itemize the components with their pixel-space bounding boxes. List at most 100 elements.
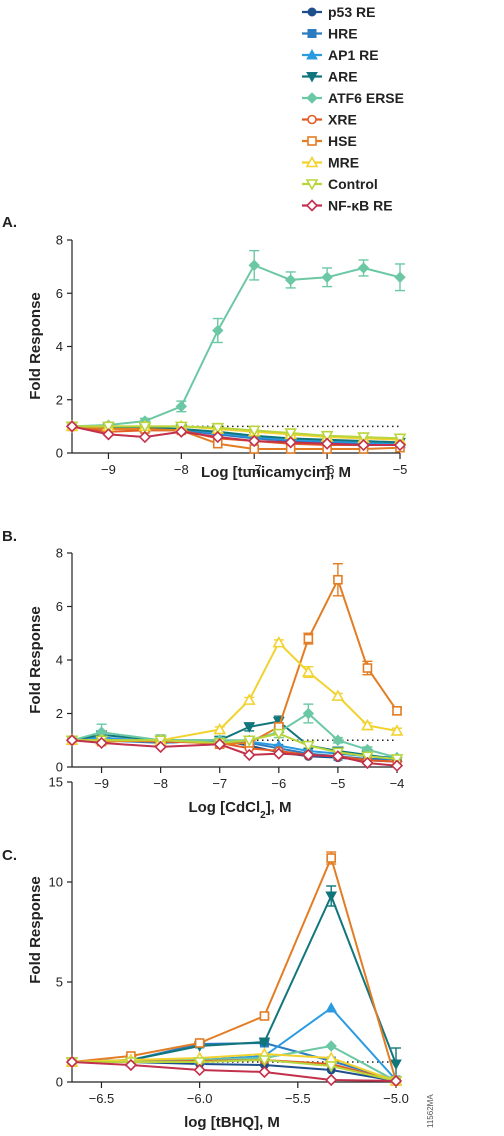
legend-marker-xre: [307, 114, 317, 125]
panel-b-point-control: [302, 740, 315, 753]
panel-b-series-line-nf-b-re: [71, 739, 398, 767]
panel-c-point-control: [193, 1057, 206, 1069]
panel-a-y-tick-label: 2: [56, 392, 63, 407]
panel-a-point-atf6-erse: [357, 262, 370, 274]
panel-c-point-atf6-erse: [325, 1040, 337, 1052]
panel-a-x-tick-label: −9: [101, 462, 116, 477]
panel-a-point-control: [320, 430, 334, 443]
legend-marker-ap1-re: [306, 48, 318, 60]
legend-label-hse: HSE: [328, 133, 357, 149]
panel-b-x-tick-label: −7: [212, 776, 227, 791]
legend-entry-mre: MRE: [302, 155, 359, 171]
panel-b-x-tick-label: −6: [271, 776, 286, 791]
legend-marker-control: [305, 179, 319, 191]
panel-a-point-nf-b-re: [248, 434, 261, 448]
panel-b-point-nf-b-re: [331, 750, 345, 763]
panel-c-y-tick-label: 0: [56, 1075, 63, 1090]
panel-a-point-atf6-erse: [284, 274, 297, 286]
legend-marker-mre: [305, 155, 319, 168]
panel-b-point-mre: [390, 724, 404, 736]
panel-c-point-are: [325, 891, 338, 903]
panel-b-point-nf-b-re: [95, 736, 108, 750]
panel-a-point-control: [357, 432, 370, 444]
panel-a-series-atf6-erse: [66, 249, 406, 433]
panel-a-point-atf6-erse: [212, 324, 224, 337]
panel-a-label: A.: [2, 214, 17, 231]
panel-a-point-control: [102, 421, 115, 434]
panel-c-point-control: [324, 1061, 338, 1073]
panel-a-y-tick-label: 4: [56, 339, 63, 354]
panel-b-y-tick-label: 4: [56, 653, 63, 668]
panel-a-point-control: [284, 428, 298, 440]
panel-c-point-nf-b-re: [389, 1074, 403, 1088]
panel-b-series-line-mre: [72, 641, 398, 742]
legend-entry-p53-re: p53 RE: [302, 4, 375, 20]
panel-b: B. Fold Response Log [CdCl2], M 02468−9−…: [2, 528, 404, 821]
panel-b-series-line-are: [71, 720, 398, 760]
panel-a-point-nf-b-re: [102, 428, 115, 441]
panel-b-point-nf-b-re: [213, 738, 226, 751]
legend-marker-are: [306, 72, 318, 83]
panel-c-point-are: [258, 1037, 271, 1049]
panel-b-point-control: [242, 735, 256, 747]
panel-b-point-nf-b-re: [243, 748, 256, 762]
panel-b-point-atf6-erse: [332, 734, 344, 746]
panel-a-point-control: [393, 433, 407, 446]
legend-label-atf6-erse: ATF6 ERSE: [328, 90, 404, 106]
panel-c-x-tick-label: −6.0: [187, 1091, 213, 1106]
panel-b-point-mre: [361, 718, 374, 731]
panel-b-y-tick-label: 2: [56, 706, 63, 721]
panel-b-series-mre: [65, 635, 404, 746]
panel-c-point-are: [390, 1059, 402, 1071]
panel-b-point-control: [390, 754, 404, 766]
panel-a-point-nf-b-re: [284, 436, 297, 449]
legend-label-p53-re: p53 RE: [328, 4, 375, 20]
panel-c-series-line-hse: [71, 857, 397, 1082]
panel-b-series-hse: [67, 563, 402, 750]
legend-marker-hse: [307, 136, 317, 146]
panel-b-point-nf-b-re: [65, 734, 79, 747]
panel-b-point-nf-b-re: [361, 756, 374, 770]
legend-entry-hre: HRE: [302, 26, 358, 42]
panel-b-x-tick-label: −9: [94, 776, 109, 791]
panel-a-y-tick-label: 0: [56, 446, 63, 461]
panel-b-point-mre: [272, 635, 286, 648]
panel-c-point-nf-b-re: [325, 1073, 338, 1087]
panel-b-y-tick-label: 8: [56, 546, 63, 561]
panel-c-point-nf-b-re: [193, 1063, 206, 1077]
panel-b-point-mre: [213, 722, 227, 735]
legend-entry-hse: HSE: [302, 133, 357, 149]
panel-c-series-line-are: [71, 895, 397, 1065]
panel-b-series-nf-b-re: [65, 734, 404, 772]
panel-a-point-control: [211, 422, 225, 435]
panel-c-point-ap1-re: [325, 1001, 338, 1013]
panel-a-x-tick-label: −5: [393, 462, 408, 477]
legend-entry-atf6-erse: ATF6 ERSE: [302, 90, 404, 106]
legend-label-mre: MRE: [328, 155, 359, 171]
panel-c-point-nf-b-re: [124, 1058, 138, 1072]
panel-a-y-axis-title: Fold Response: [27, 292, 44, 400]
panel-a-point-atf6-erse: [394, 271, 406, 283]
panel-c-point-hse: [194, 1038, 205, 1048]
panel-c-label: C.: [2, 847, 17, 864]
panel-c-y-tick-label: 15: [49, 775, 63, 790]
panel-b-point-hse: [362, 663, 373, 673]
panel-b-label: B.: [2, 528, 17, 545]
panel-b-point-hse: [392, 706, 402, 716]
panel-b-x-axis-title-end: ], M: [266, 799, 292, 816]
panel-a-point-nf-b-re: [65, 420, 79, 433]
panel-b-series-line-atf6-erse: [71, 712, 398, 759]
panel-a-point-nf-b-re: [175, 425, 188, 438]
panel-c-x-tick-label: −5.5: [285, 1091, 311, 1106]
legend-label-control: Control: [328, 176, 378, 192]
legend-entry-control: Control: [302, 176, 378, 192]
panel-c-x-tick-label: −6.5: [89, 1091, 115, 1106]
legend-entry-nf-b-re: NF-κB RE: [302, 198, 393, 214]
panel-b-point-mre: [302, 665, 315, 677]
panel-b-x-tick-label: −5: [330, 776, 345, 791]
panel-c-y-axis-title: Fold Response: [27, 876, 44, 984]
legend-entry-ap1-re: AP1 RE: [302, 47, 379, 63]
legend: p53 RE HRE AP1 RE ARE ATF6 ERSE XRE HSE MRE Cont…: [302, 4, 404, 214]
